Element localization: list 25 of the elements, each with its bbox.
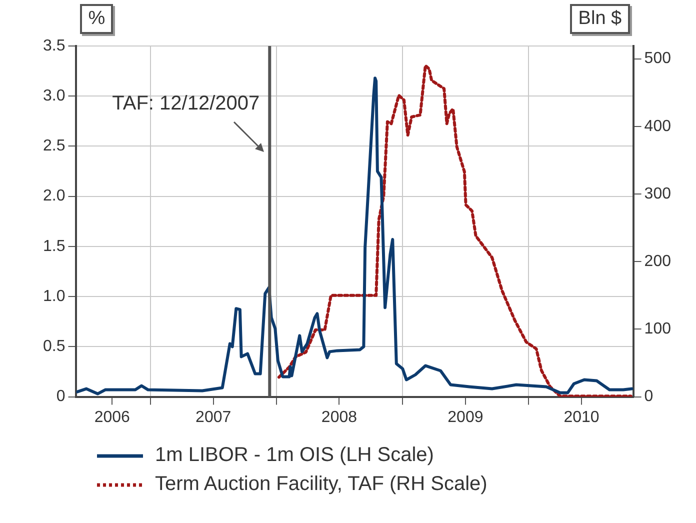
line-series [277,64,632,397]
y-tick-label: 2.0 [42,188,66,205]
y2-tick-label: 300 [644,185,672,202]
y-tick-label: 1.5 [42,238,66,255]
x-tick-label: 2007 [196,408,232,426]
y-tick-label: 0.5 [42,338,66,356]
y-tick-label: 3.5 [42,37,66,54]
y2-axis-title: Bln $ [570,4,630,34]
x-tick-label: 2010 [564,408,600,426]
x-tick-label: 2009 [448,408,484,426]
legend-label: Term Auction Facility, TAF (RH Scale) [155,473,488,496]
y-tick-label: 0 [56,388,66,406]
y2-tick-label: 100 [644,320,672,338]
y2-tick-label: 500 [644,50,672,68]
y2-tick-label: 200 [644,253,672,270]
y2-tick-label: 0 [644,388,654,406]
y-tick-label: 1.0 [42,288,66,305]
legend-label: 1m LIBOR - 1m OIS (LH Scale) [155,444,434,467]
y2-tick-label: 400 [644,118,672,135]
x-tick-label: 2006 [94,408,130,426]
x-tick-label: 2008 [321,408,358,426]
y-tick-label: 2.5 [42,138,66,155]
ref-line-label: TAF: 12/12/2007 [112,92,260,115]
y-axis-title: % [80,4,114,34]
y-tick-label: 3.0 [42,88,66,105]
